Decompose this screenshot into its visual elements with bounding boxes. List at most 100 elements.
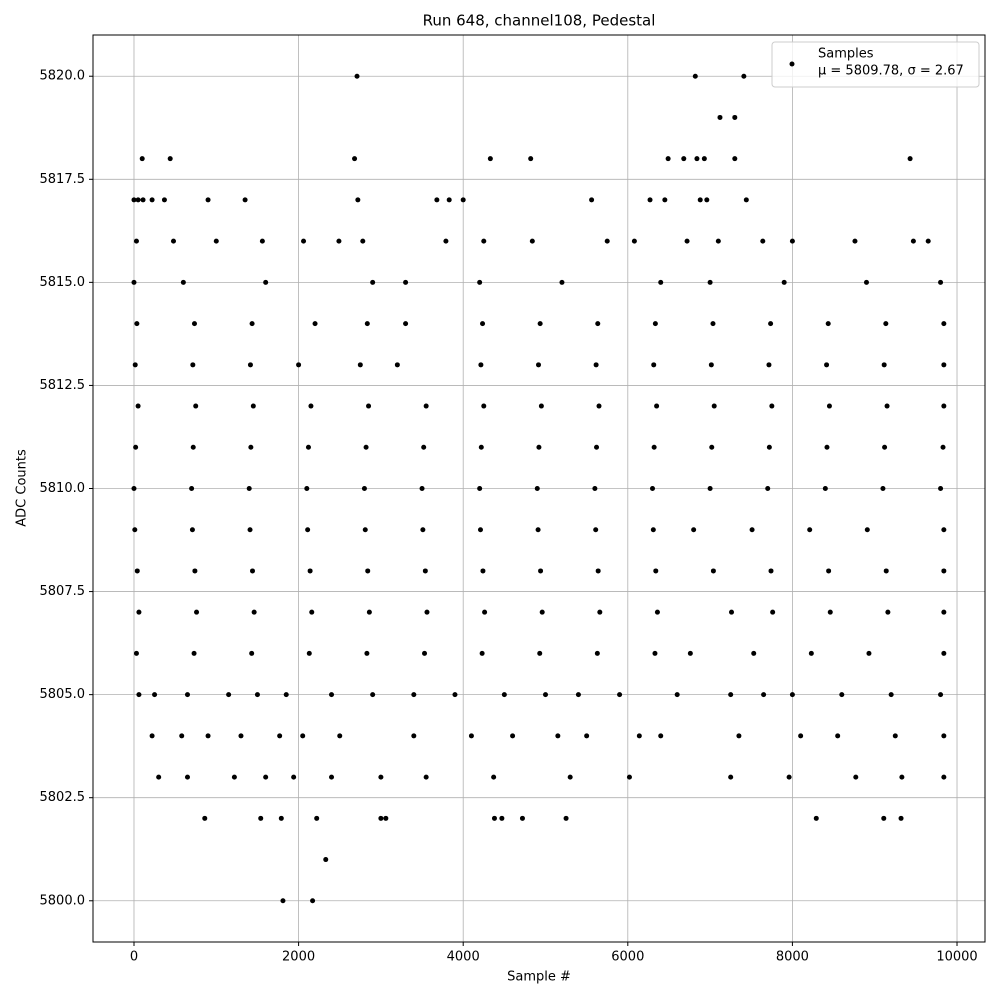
data-point (305, 444, 311, 450)
data-point (824, 362, 830, 368)
data-point (925, 238, 931, 244)
data-point (654, 609, 660, 615)
data-point (422, 568, 428, 574)
data-point (866, 650, 872, 656)
data-point (131, 279, 137, 285)
data-point (378, 774, 384, 780)
y-tick-label: 5815.0 (40, 275, 86, 290)
data-point (636, 733, 642, 739)
data-point (135, 403, 141, 409)
data-point (711, 403, 717, 409)
x-tick-label: 2000 (282, 950, 315, 965)
data-point (888, 692, 894, 698)
data-point (852, 238, 858, 244)
data-point (421, 444, 427, 450)
data-point (477, 527, 483, 533)
data-point (420, 527, 426, 533)
data-point (152, 692, 158, 698)
data-point (460, 197, 466, 203)
data-point (684, 238, 690, 244)
y-axis-label: ADC Counts (15, 449, 30, 527)
data-point (308, 403, 314, 409)
data-point (593, 527, 599, 533)
data-point (300, 733, 306, 739)
data-point (654, 403, 660, 409)
data-point (248, 444, 254, 450)
data-point (765, 486, 771, 491)
data-point (729, 609, 735, 615)
data-point (883, 568, 889, 574)
y-tick-label: 5802.5 (40, 790, 86, 805)
data-point (863, 279, 869, 285)
data-point (651, 362, 657, 368)
data-point (283, 692, 289, 698)
data-point (378, 815, 384, 821)
data-point (205, 733, 211, 739)
data-point (697, 197, 703, 203)
data-point (665, 156, 671, 162)
data-point (941, 774, 947, 780)
data-point (419, 486, 425, 491)
data-point (883, 321, 889, 327)
legend-label: Samples (818, 47, 874, 62)
data-point (337, 733, 343, 739)
data-point (529, 238, 535, 244)
data-point (766, 444, 772, 450)
data-point (170, 238, 176, 244)
data-point (708, 362, 714, 368)
data-point (647, 197, 653, 203)
data-point (768, 568, 774, 574)
data-point (835, 733, 841, 739)
data-point (881, 362, 887, 368)
y-tick-label: 5812.5 (40, 378, 86, 393)
data-point (231, 774, 237, 780)
data-point (884, 403, 890, 409)
x-tick-label: 6000 (611, 950, 644, 965)
data-point (132, 527, 138, 533)
data-point (205, 197, 211, 203)
data-point (258, 815, 264, 821)
data-point (191, 321, 197, 327)
data-point (536, 362, 542, 368)
data-point (662, 197, 668, 203)
data-point (179, 733, 185, 739)
data-point (480, 321, 486, 327)
data-point (736, 733, 742, 739)
data-point (824, 444, 830, 450)
data-point (626, 774, 632, 780)
data-point (491, 774, 497, 780)
data-point (259, 238, 265, 244)
data-point (813, 815, 819, 821)
data-point (247, 362, 253, 368)
data-point (826, 403, 832, 409)
data-point (749, 527, 755, 533)
data-point (452, 692, 458, 698)
data-point (193, 403, 199, 409)
data-point (480, 568, 486, 574)
data-point (249, 650, 255, 656)
data-point (941, 568, 947, 574)
data-point (499, 815, 505, 821)
data-point (357, 362, 363, 368)
data-point (595, 321, 601, 327)
data-point (191, 650, 197, 656)
data-point (880, 486, 886, 491)
data-point (189, 486, 195, 491)
data-point (839, 692, 845, 698)
data-point (674, 692, 680, 698)
data-point (411, 733, 417, 739)
data-point (329, 692, 335, 698)
data-point (403, 279, 409, 285)
data-point (394, 362, 400, 368)
x-axis-label: Sample # (507, 970, 571, 985)
data-point (184, 692, 190, 698)
data-point (370, 692, 376, 698)
data-point (717, 114, 723, 120)
data-point (194, 609, 200, 615)
data-point (732, 156, 738, 162)
data-point (751, 650, 757, 656)
data-point (411, 692, 417, 698)
data-point (941, 650, 947, 656)
data-point (617, 692, 623, 698)
